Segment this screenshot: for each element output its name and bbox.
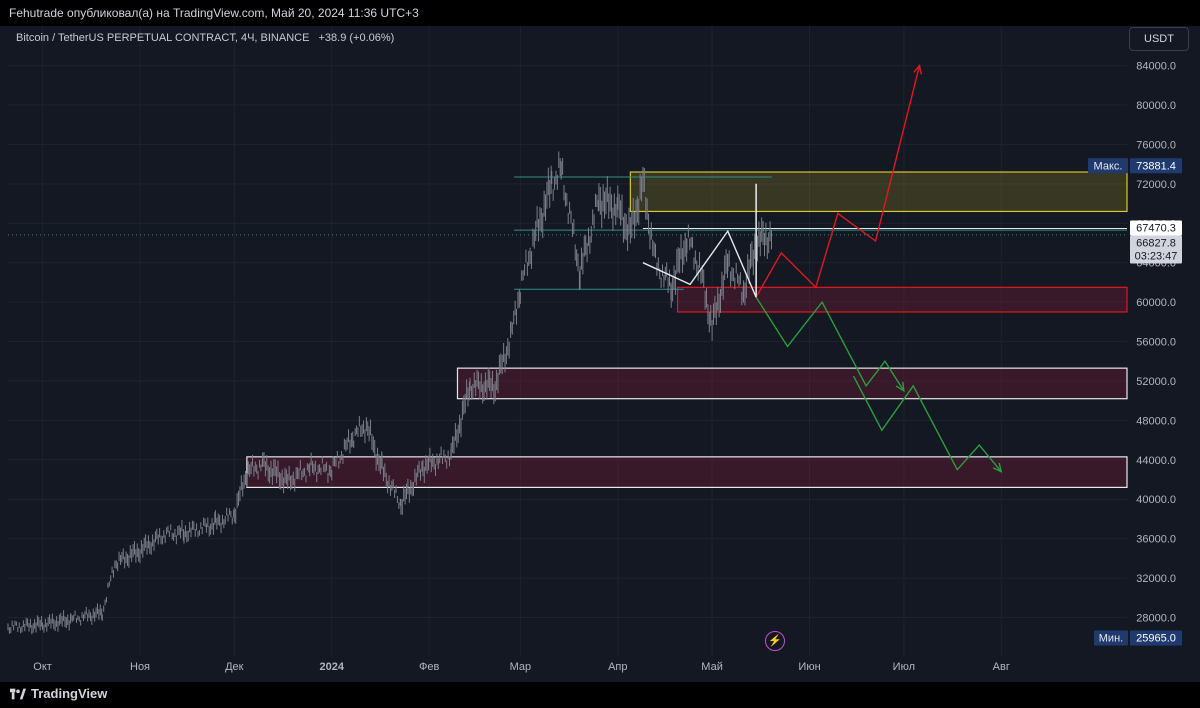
projection-bull — [755, 65, 921, 298]
y-tick-label: 40000.0 — [1136, 494, 1176, 506]
bottom-bar: TradingView — [0, 682, 1200, 708]
y-tick-label: 80000.0 — [1136, 100, 1176, 112]
zone-zone-52k — [456, 367, 1128, 400]
x-tick-label: Июн — [798, 661, 820, 673]
max-value: 73881.4 — [1136, 160, 1176, 172]
symbol-title: Bitcoin / TetherUS PERPETUAL CONTRACT, 4… — [16, 32, 310, 44]
min-value: 25965.0 — [1136, 633, 1176, 645]
top-bar: Fehutrade опубликовал(а) на TradingView.… — [0, 0, 1200, 26]
x-tick-label: Июл — [893, 661, 915, 673]
y-tick-label: 72000.0 — [1136, 179, 1176, 191]
price-change: +38.9 (+0.06%) — [318, 32, 395, 44]
x-tick-label: Авг — [993, 661, 1010, 673]
y-tick-label: 84000.0 — [1136, 61, 1176, 73]
zone-resistance — [629, 171, 1128, 213]
tradingview-logo-icon — [10, 688, 26, 699]
y-tick-label: 52000.0 — [1136, 376, 1176, 388]
chart-legend: Bitcoin / TetherUS PERPETUAL CONTRACT, 4… — [16, 32, 394, 44]
y-tick-label: 76000.0 — [1136, 139, 1176, 151]
countdown: 03:23:47 — [1135, 250, 1178, 262]
x-tick-label: Фев — [419, 661, 439, 673]
last-value: 66827.8 — [1136, 237, 1176, 249]
min-tag: Мин. — [1099, 633, 1123, 645]
projection-arrowhead — [913, 64, 923, 75]
zone-zone-43k — [246, 456, 1128, 489]
x-tick-label: 2024 — [320, 661, 345, 673]
brand-name: TradingView — [31, 686, 108, 701]
x-tick-label: Ноя — [130, 661, 150, 673]
y-tick-label: 32000.0 — [1136, 573, 1176, 585]
currency-button[interactable]: USDT — [1129, 27, 1189, 51]
min-value-bg — [1130, 630, 1182, 646]
x-tick-label: Апр — [608, 661, 627, 673]
x-tick-label: Май — [701, 661, 723, 673]
y-tick-label: 60000.0 — [1136, 297, 1176, 309]
y-tick-label: 48000.0 — [1136, 415, 1176, 427]
publish-info: Fehutrade опубликовал(а) на TradingView.… — [9, 6, 419, 20]
projection-bear2 — [852, 375, 1002, 473]
min-tag-bg — [1094, 630, 1128, 646]
last-value-bg — [1130, 235, 1182, 251]
x-tick-label: Дек — [225, 661, 244, 673]
max-tag-bg — [1088, 158, 1128, 174]
y-tick-label: 44000.0 — [1136, 455, 1176, 467]
max-value-bg — [1130, 158, 1182, 174]
projection-arrowhead — [895, 381, 905, 393]
y-tick-label: 36000.0 — [1136, 534, 1176, 546]
lightning-icon[interactable]: ⚡ — [765, 631, 785, 651]
line-value: 67470.3 — [1136, 222, 1176, 234]
zone-supply-red — [676, 286, 1128, 313]
countdown-bg — [1130, 249, 1182, 264]
brand[interactable]: TradingView — [10, 686, 107, 701]
max-tag: Макс. — [1094, 160, 1123, 172]
projection-zigzag — [642, 183, 757, 298]
y-tick-label: 28000.0 — [1136, 613, 1176, 625]
projection-arrowhead — [992, 462, 1003, 473]
line-value-bg — [1130, 220, 1182, 236]
x-tick-label: Окт — [33, 661, 52, 673]
price-chart[interactable]: 28000.0 32000.0 36000.0 40000.0 44000.0 48000… — [0, 26, 1200, 682]
projection-bear — [755, 296, 905, 392]
x-tick-label: Мар — [510, 661, 532, 673]
chart-area[interactable] — [0, 26, 1200, 682]
y-tick-label: 56000.0 — [1136, 337, 1176, 349]
